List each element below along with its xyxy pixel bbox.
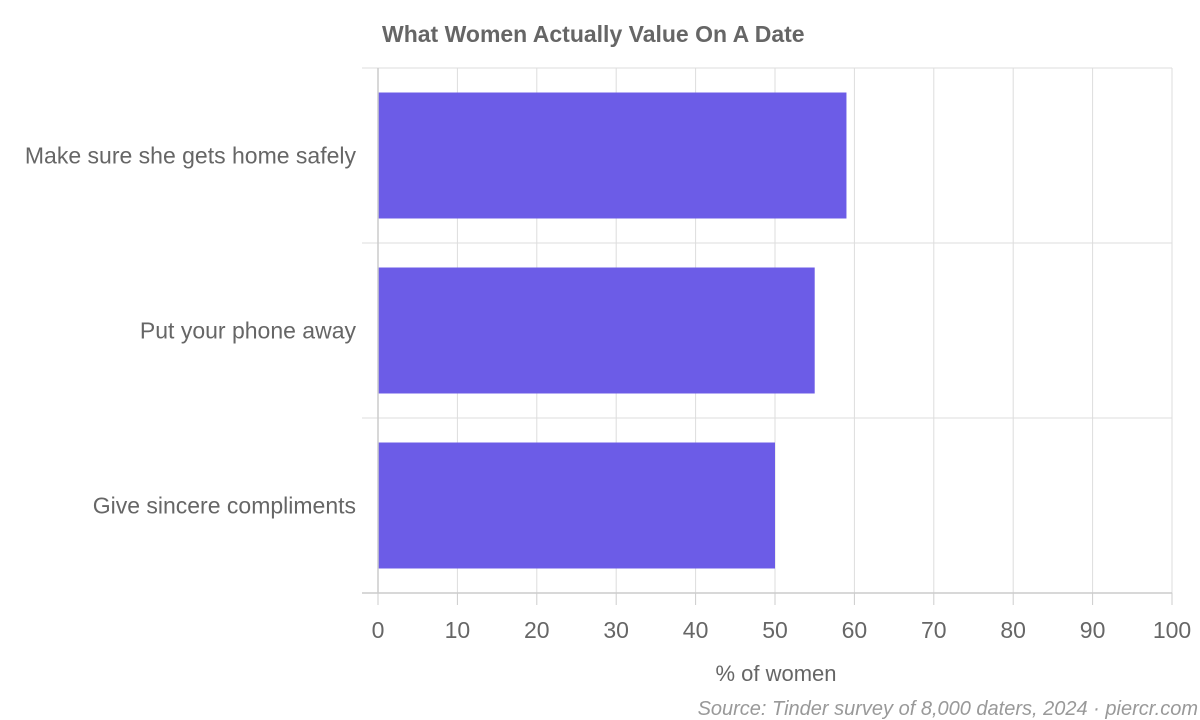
category-label: Put your phone away xyxy=(140,318,357,344)
x-tick-label: 80 xyxy=(1000,617,1026,643)
x-tick-label: 70 xyxy=(921,617,947,643)
x-tick-label: 60 xyxy=(842,617,868,643)
x-axis-title: % of women xyxy=(715,661,836,686)
bar xyxy=(378,442,775,569)
bar xyxy=(378,92,847,219)
axes xyxy=(362,68,1173,605)
x-tick-label: 30 xyxy=(603,617,629,643)
x-tick-label: 90 xyxy=(1080,617,1106,643)
category-label: Make sure she gets home safely xyxy=(25,143,357,169)
chart-title: What Women Actually Value On A Date xyxy=(382,21,805,47)
category-label: Give sincere compliments xyxy=(93,493,356,519)
bars xyxy=(378,92,847,569)
x-tick-label: 40 xyxy=(683,617,709,643)
x-tick-label: 50 xyxy=(762,617,788,643)
x-tick-label: 100 xyxy=(1153,617,1191,643)
bar xyxy=(378,267,815,394)
source-note: Source: Tinder survey of 8,000 daters, 2… xyxy=(698,698,1198,720)
x-tick-label: 0 xyxy=(372,617,385,643)
x-tick-label: 20 xyxy=(524,617,550,643)
labels: 0 10 20 30 40 50 60 70 80 90 100 Make sure she gets… xyxy=(25,143,1191,644)
x-tick-label: 10 xyxy=(445,617,471,643)
